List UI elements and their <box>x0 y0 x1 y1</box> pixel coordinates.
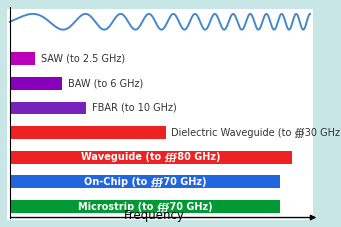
FancyBboxPatch shape <box>10 151 292 164</box>
FancyBboxPatch shape <box>10 52 35 65</box>
Text: Frequency: Frequency <box>123 209 184 222</box>
FancyBboxPatch shape <box>10 101 86 114</box>
FancyBboxPatch shape <box>10 175 280 188</box>
FancyBboxPatch shape <box>10 126 166 139</box>
FancyBboxPatch shape <box>10 77 62 90</box>
Text: On-Chip (to ∰70 GHz): On-Chip (to ∰70 GHz) <box>84 177 206 187</box>
FancyBboxPatch shape <box>7 10 313 220</box>
FancyBboxPatch shape <box>10 200 280 213</box>
Text: SAW (to 2.5 GHz): SAW (to 2.5 GHz) <box>41 54 125 64</box>
Text: Dielectric Waveguide (to ∰30 GHz): Dielectric Waveguide (to ∰30 GHz) <box>172 128 341 138</box>
Text: Microstrip (to ∰70 GHz): Microstrip (to ∰70 GHz) <box>78 201 212 212</box>
Text: FBAR (to 10 GHz): FBAR (to 10 GHz) <box>92 103 177 113</box>
Text: Waveguide (to ∰80 GHz): Waveguide (to ∰80 GHz) <box>81 152 221 162</box>
Text: BAW (to 6 GHz): BAW (to 6 GHz) <box>68 78 143 88</box>
